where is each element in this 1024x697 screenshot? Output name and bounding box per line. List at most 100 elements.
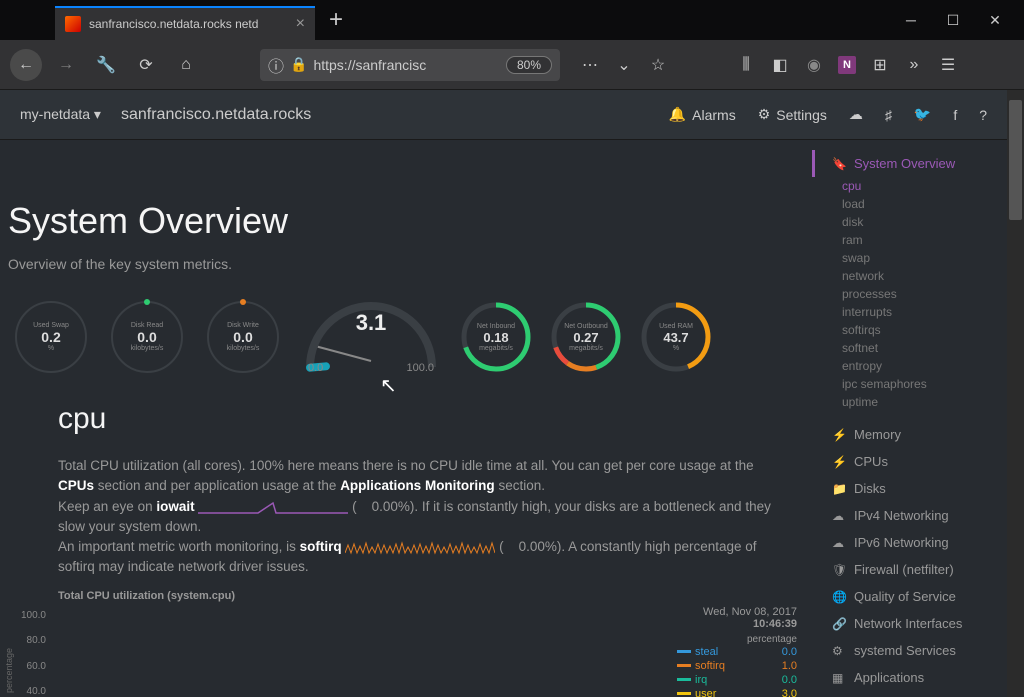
browser-tab[interactable]: sanfrancisco.netdata.rocks netd × xyxy=(55,6,315,40)
pocket-icon[interactable]: ⌄ xyxy=(614,55,634,75)
zoom-badge[interactable]: 80% xyxy=(506,56,552,74)
y-axis-label: percentage xyxy=(4,648,14,693)
browser-toolbar: ← → 🔧 ⟳ ⌂ ⓘ 🔒 https://sanfrancisc 80% ⋯ … xyxy=(0,40,1024,90)
page-actions-icon[interactable]: ⋯ xyxy=(580,55,600,75)
chart-y-axis: 100.080.060.040.0 xyxy=(12,606,46,697)
nav-sub-item[interactable]: cpu xyxy=(812,177,1007,195)
chart-legend: Wed, Nov 08, 2017 10:46:39 percentage st… xyxy=(677,606,797,697)
page-content: my-netdata ▾ sanfrancisco.netdata.rocks … xyxy=(0,90,1007,697)
nav-section-item[interactable]: 📁Disks xyxy=(812,475,1007,502)
home-button[interactable]: ⌂ xyxy=(170,49,202,81)
nav-sub-item[interactable]: processes xyxy=(812,285,1007,303)
sidebar-icon[interactable]: ◧ xyxy=(770,55,790,75)
nav-sub-item[interactable]: softnet xyxy=(812,339,1007,357)
help-icon[interactable]: ? xyxy=(979,107,987,123)
download-icon[interactable]: ☁ xyxy=(849,106,863,123)
legend-item[interactable]: user3.0 xyxy=(677,687,797,697)
nav-section-item[interactable]: 🌐Quality of Service xyxy=(812,583,1007,610)
browser-titlebar: sanfrancisco.netdata.rocks netd × + ─ ☐ … xyxy=(0,0,1024,40)
dev-tools-icon[interactable]: 🔧 xyxy=(90,49,122,81)
chart-title: Total CPU utilization (system.cpu) xyxy=(58,590,797,602)
nav-section-item[interactable]: ▦Applications xyxy=(812,664,1007,691)
extension-add-icon[interactable]: ⊞ xyxy=(870,55,890,75)
nav-section-item[interactable]: ☁IPv6 Networking xyxy=(812,529,1007,556)
url-text: https://sanfrancisc xyxy=(313,57,426,73)
lock-icon: 🔒 xyxy=(290,56,307,73)
nav-sub-item[interactable]: softirqs xyxy=(812,321,1007,339)
window-maximize-icon[interactable]: ☐ xyxy=(944,11,962,29)
sparkline-softirq xyxy=(345,539,495,555)
nav-sub-item[interactable]: network xyxy=(812,267,1007,285)
scrollbar[interactable] xyxy=(1007,90,1024,697)
section-icon: 🔗 xyxy=(832,617,846,631)
nav-section-item[interactable]: 🔗Network Interfaces xyxy=(812,610,1007,637)
gauge-net-outbound[interactable]: Net Outbound0.27megabits/s xyxy=(546,297,626,377)
overflow-icon[interactable]: » xyxy=(904,55,924,75)
nav-sub-item[interactable]: disk xyxy=(812,213,1007,231)
twitter-icon[interactable]: 🐦 xyxy=(914,106,931,123)
chart-area[interactable] xyxy=(56,606,667,697)
scroll-thumb[interactable] xyxy=(1009,100,1022,220)
gauge-used-ram[interactable]: Used RAM43.7% xyxy=(636,297,716,377)
info-icon[interactable]: ⓘ xyxy=(268,53,284,77)
settings-link[interactable]: ⚙ Settings xyxy=(758,106,827,123)
hostname-dropdown[interactable]: my-netdata ▾ xyxy=(20,106,101,123)
library-icon[interactable]: ⫼ xyxy=(736,55,756,75)
tab-title: sanfrancisco.netdata.rocks netd xyxy=(89,17,288,31)
nav-section-item[interactable]: ⚡Memory xyxy=(812,421,1007,448)
menu-icon[interactable]: ☰ xyxy=(938,55,958,75)
nav-section-item[interactable]: ⚙systemd Services xyxy=(812,637,1007,664)
section-icon: ⚡ xyxy=(832,428,846,442)
facebook-icon[interactable]: f xyxy=(953,107,957,123)
back-button[interactable]: ← xyxy=(10,49,42,81)
gauges-row: Used Swap 0.2 % Disk Read 0.0 kilobytes/… xyxy=(8,292,797,382)
right-nav: 🔖System Overview cpuloaddiskramswapnetwo… xyxy=(812,140,1007,697)
app-navbar: my-netdata ▾ sanfrancisco.netdata.rocks … xyxy=(0,90,1007,140)
nav-sub-item[interactable]: interrupts xyxy=(812,303,1007,321)
nav-sub-item[interactable]: ram xyxy=(812,231,1007,249)
cpu-description: Total CPU utilization (all cores). 100% … xyxy=(58,456,778,578)
gauge-net-inbound[interactable]: Net Inbound0.18megabits/s xyxy=(456,297,536,377)
section-icon: ⚙ xyxy=(832,644,846,658)
sparkline-iowait xyxy=(198,499,348,515)
alarms-link[interactable]: 🔔 Alarms xyxy=(669,106,736,123)
section-icon: ☁ xyxy=(832,509,846,523)
nav-sub-item[interactable]: ipc semaphores xyxy=(812,375,1007,393)
onenote-icon[interactable]: N xyxy=(838,56,856,74)
section-icon: ⚡ xyxy=(832,455,846,469)
gauge-disk-write[interactable]: Disk Write 0.0 kilobytes/s xyxy=(200,294,286,380)
bookmark-icon: 🔖 xyxy=(832,157,846,171)
nav-sub-item[interactable]: swap xyxy=(812,249,1007,267)
nav-section-item[interactable]: ☁IPv4 Networking xyxy=(812,502,1007,529)
hostname-label: sanfrancisco.netdata.rocks xyxy=(121,106,311,124)
extension-icon-1[interactable]: ◉ xyxy=(804,55,824,75)
legend-item[interactable]: steal0.0 xyxy=(677,645,797,659)
nav-section-item[interactable]: ⚡CPUs xyxy=(812,448,1007,475)
nav-system-overview[interactable]: 🔖System Overview xyxy=(812,150,1007,177)
section-icon: ▦ xyxy=(832,671,846,685)
favicon xyxy=(65,16,81,32)
nav-sub-item[interactable]: load xyxy=(812,195,1007,213)
section-icon: ☁ xyxy=(832,536,846,550)
section-icon: 🛡 xyxy=(832,563,846,577)
section-title-cpu: cpu xyxy=(58,402,797,436)
url-bar[interactable]: ⓘ 🔒 https://sanfrancisc 80% xyxy=(260,49,560,81)
page-title: System Overview xyxy=(8,200,797,242)
nav-section-item[interactable]: 🛡Firewall (netfilter) xyxy=(812,556,1007,583)
forward-button[interactable]: → xyxy=(50,49,82,81)
gauge-disk-read[interactable]: Disk Read 0.0 kilobytes/s xyxy=(104,294,190,380)
bookmark-star-icon[interactable]: ☆ xyxy=(648,55,668,75)
gauge-used-swap[interactable]: Used Swap 0.2 % xyxy=(8,294,94,380)
legend-item[interactable]: softirq1.0 xyxy=(677,659,797,673)
legend-item[interactable]: irq0.0 xyxy=(677,673,797,687)
nav-sub-item[interactable]: uptime xyxy=(812,393,1007,411)
tab-close-icon[interactable]: × xyxy=(296,15,305,33)
new-tab-button[interactable]: + xyxy=(315,6,357,34)
gauge-cpu-main[interactable]: 3.1 0.0 100.0 xyxy=(296,292,446,382)
github-icon[interactable]: ♯ xyxy=(885,107,892,123)
reload-button[interactable]: ⟳ xyxy=(130,49,162,81)
nav-sub-item[interactable]: entropy xyxy=(812,357,1007,375)
window-minimize-icon[interactable]: ─ xyxy=(902,11,920,29)
window-close-icon[interactable]: ✕ xyxy=(986,11,1004,29)
section-icon: 📁 xyxy=(832,482,846,496)
